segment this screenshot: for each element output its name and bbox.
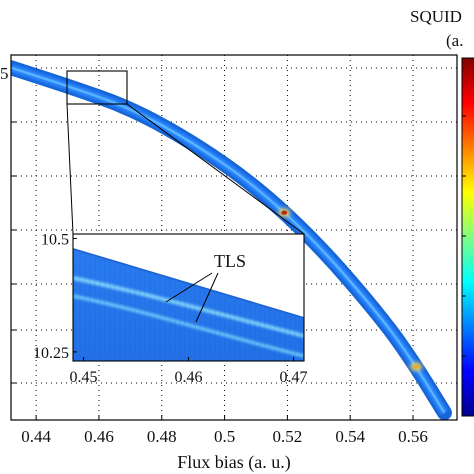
tls-arrow-2 (195, 272, 219, 323)
grid-lines (11, 55, 457, 420)
plot-frame (10, 54, 458, 421)
y-tick-label-partial: 5 (0, 64, 9, 83)
tls-arrow-1 (165, 272, 213, 303)
tls-annotation: TLS (214, 251, 246, 271)
band-resonance-line (11, 67, 446, 414)
x-tick-label: 0.44 (21, 427, 51, 446)
colorbar-label-line2: (a. (446, 31, 463, 50)
zoom-connector-right (126, 103, 305, 235)
x-tick-label: 0.5 (214, 427, 235, 446)
colorbar (461, 57, 474, 417)
zoom-connector-left (66, 103, 74, 235)
inset-x-tick-label: 0.45 (70, 369, 98, 386)
inset-y-tick-label: 10.5 (41, 232, 69, 249)
zoom-region-box (66, 70, 128, 105)
spectral-band (11, 60, 452, 420)
x-tick-label: 0.56 (398, 427, 428, 446)
inset-x-tick-label: 0.46 (175, 369, 203, 386)
x-tick-label: 0.52 (273, 427, 303, 446)
x-axis-label: Flux bias (a. u.) (177, 452, 290, 473)
inset-y-tick-label: 10.25 (33, 345, 69, 362)
hotspot (281, 210, 288, 215)
inset-plot: 0.45 0.46 0.47 10.5 10.25 TLS (33, 232, 308, 386)
inset-line-lower (73, 294, 304, 358)
x-tick-label: 0.48 (147, 427, 177, 446)
inset-blank-region (73, 234, 304, 317)
inset-line-upper (73, 276, 304, 338)
x-tick-label: 0.46 (84, 427, 114, 446)
inset-ticks: 0.45 0.46 0.47 10.5 10.25 (33, 232, 308, 386)
x-tick-label: 0.54 (335, 427, 365, 446)
colorbar-ticks (462, 115, 466, 357)
hotspot (413, 364, 420, 369)
inset-band (73, 234, 304, 361)
inset-x-tick-label: 0.47 (280, 369, 308, 386)
x-ticks: 0.44 0.46 0.48 0.5 0.52 0.54 0.56 (21, 415, 428, 446)
colorbar-label-line1: SQUID (410, 7, 462, 26)
